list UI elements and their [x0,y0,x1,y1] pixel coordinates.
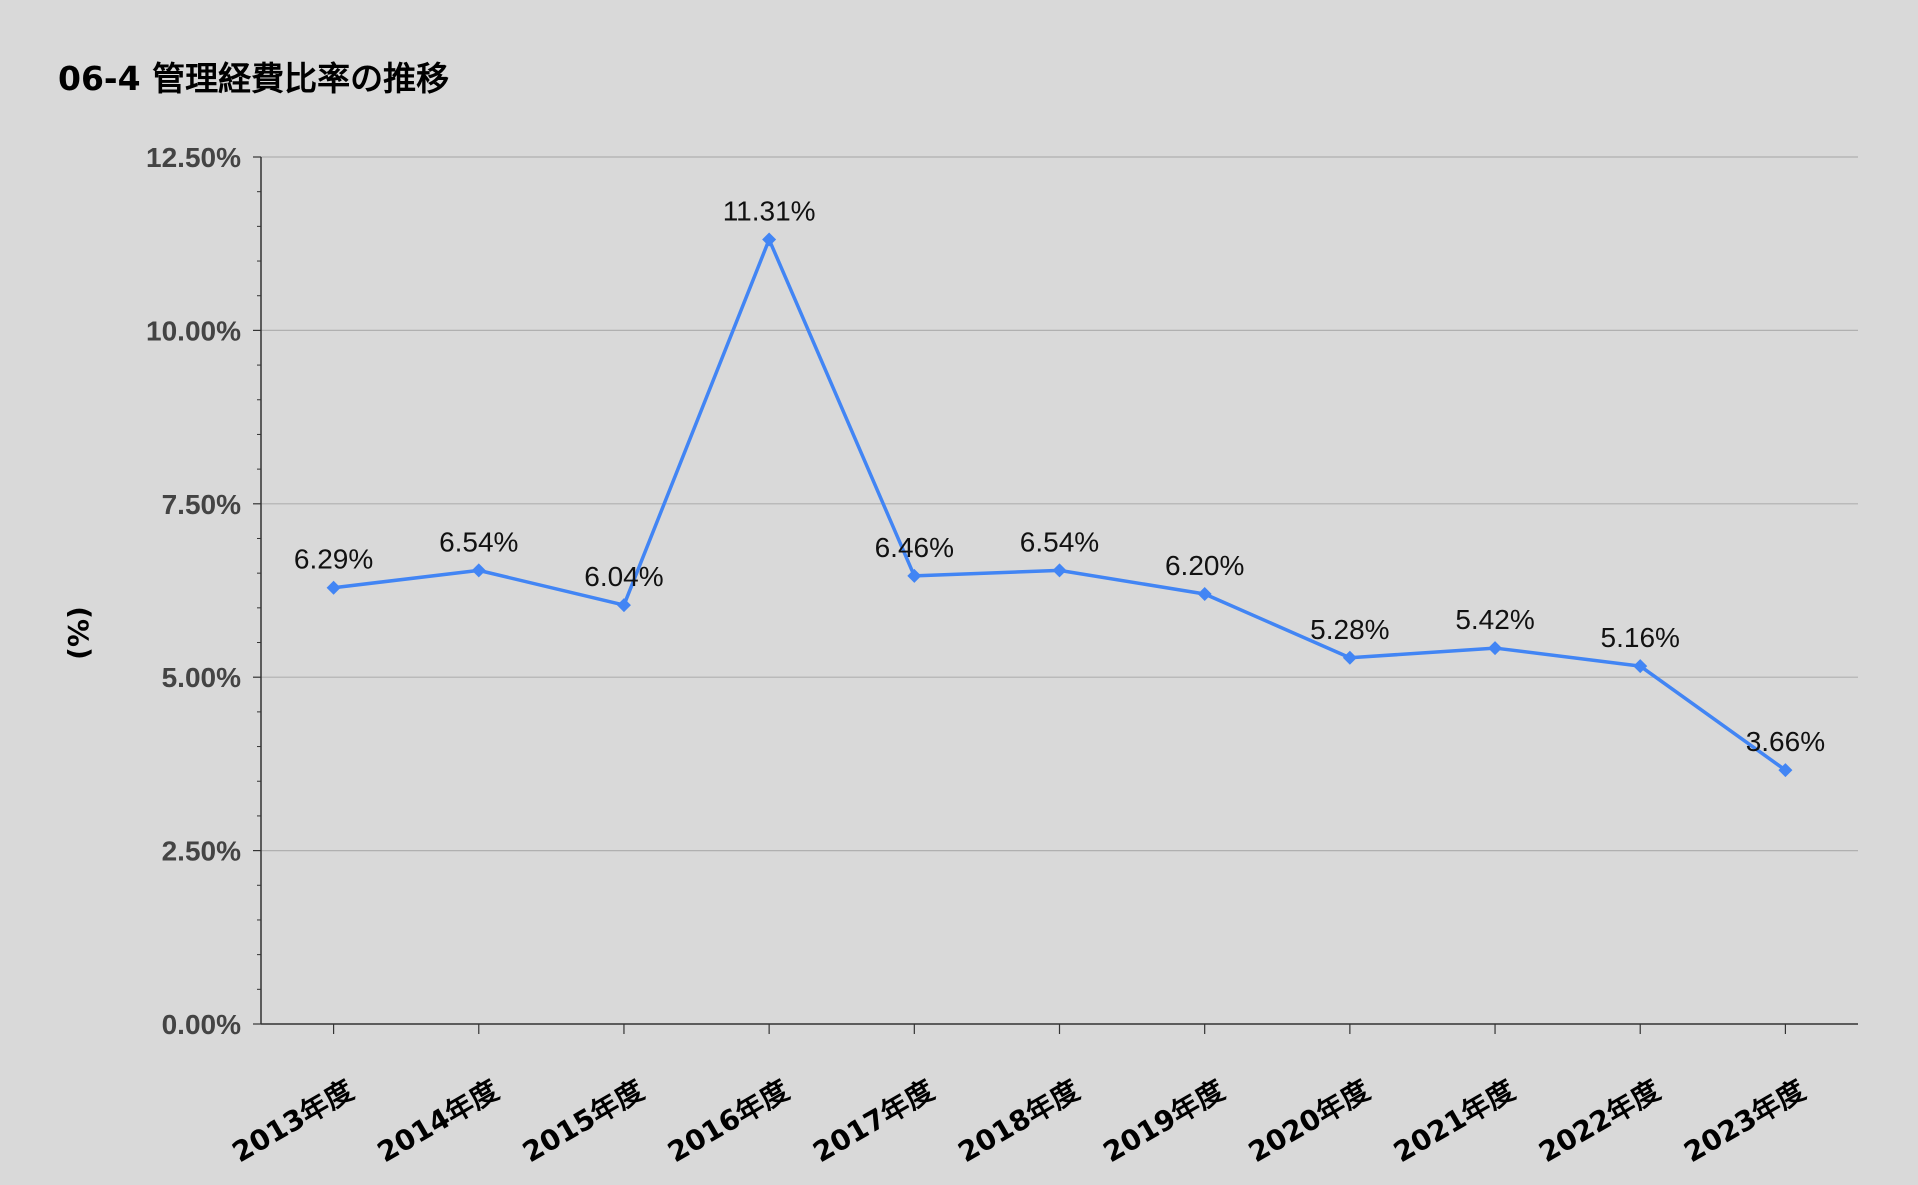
data-point-marker [471,563,486,578]
data-label: 6.46% [875,532,954,563]
data-point-marker [1488,641,1503,656]
y-axis-label: (%) [62,606,95,660]
data-label: 5.42% [1455,604,1534,635]
data-label: 5.16% [1601,622,1680,653]
data-label: 6.04% [584,561,663,592]
y-tick-label: 0.00% [162,1009,241,1040]
y-tick-label: 5.00% [162,662,241,693]
x-tick-label: 2017年度 [807,1073,939,1169]
x-tick-label: 2015年度 [517,1073,649,1169]
y-tick-label: 10.00% [146,315,241,346]
data-label: 5.28% [1310,614,1389,645]
data-label: 6.54% [1020,526,1099,557]
data-label: 6.29% [294,544,373,575]
x-tick-label: 2013年度 [227,1073,359,1169]
data-series [326,232,1793,778]
axes [253,156,1858,1034]
x-tick-label: 2022年度 [1533,1073,1665,1169]
data-labels: 6.29% 6.54% 6.04% 11.31% 6.46% 6.54% 6.20% 5.28… [294,196,1825,758]
data-label: 6.20% [1165,550,1244,581]
x-tick-label: 2020年度 [1243,1073,1375,1169]
x-tick-label: 2019年度 [1098,1073,1230,1169]
data-point-marker [907,568,922,583]
data-point-marker [1778,763,1793,778]
data-point-marker [616,598,631,613]
x-axis-ticks: 2013年度 2014年度 2015年度 2016年度 2017年度 2018年度 2019… [227,1073,1811,1169]
y-tick-label: 7.50% [162,489,241,520]
x-tick-label: 2021年度 [1388,1073,1520,1169]
data-point-marker [326,580,341,595]
x-tick-label: 2023年度 [1678,1073,1810,1169]
data-point-marker [1633,659,1648,674]
data-label: 3.66% [1746,726,1825,757]
y-tick-label: 2.50% [162,836,241,867]
data-label: 6.54% [439,526,518,557]
data-point-marker [1052,563,1067,578]
chart-title: 06-4 管理経費比率の推移 [58,59,449,98]
data-point-marker [762,232,777,247]
data-point-marker [1342,650,1357,665]
x-tick-label: 2016年度 [662,1073,794,1169]
y-axis-ticks: 0.00% 2.50% 5.00% 7.50% 10.00% 12.50% [146,142,241,1040]
y-tick-label: 12.50% [146,142,241,173]
series-line [331,237,1788,772]
gridlines [261,156,1858,852]
data-label: 11.31% [723,196,816,227]
x-tick-label: 2014年度 [372,1073,504,1169]
x-tick-label: 2018年度 [953,1073,1085,1169]
data-point-marker [1197,586,1212,601]
